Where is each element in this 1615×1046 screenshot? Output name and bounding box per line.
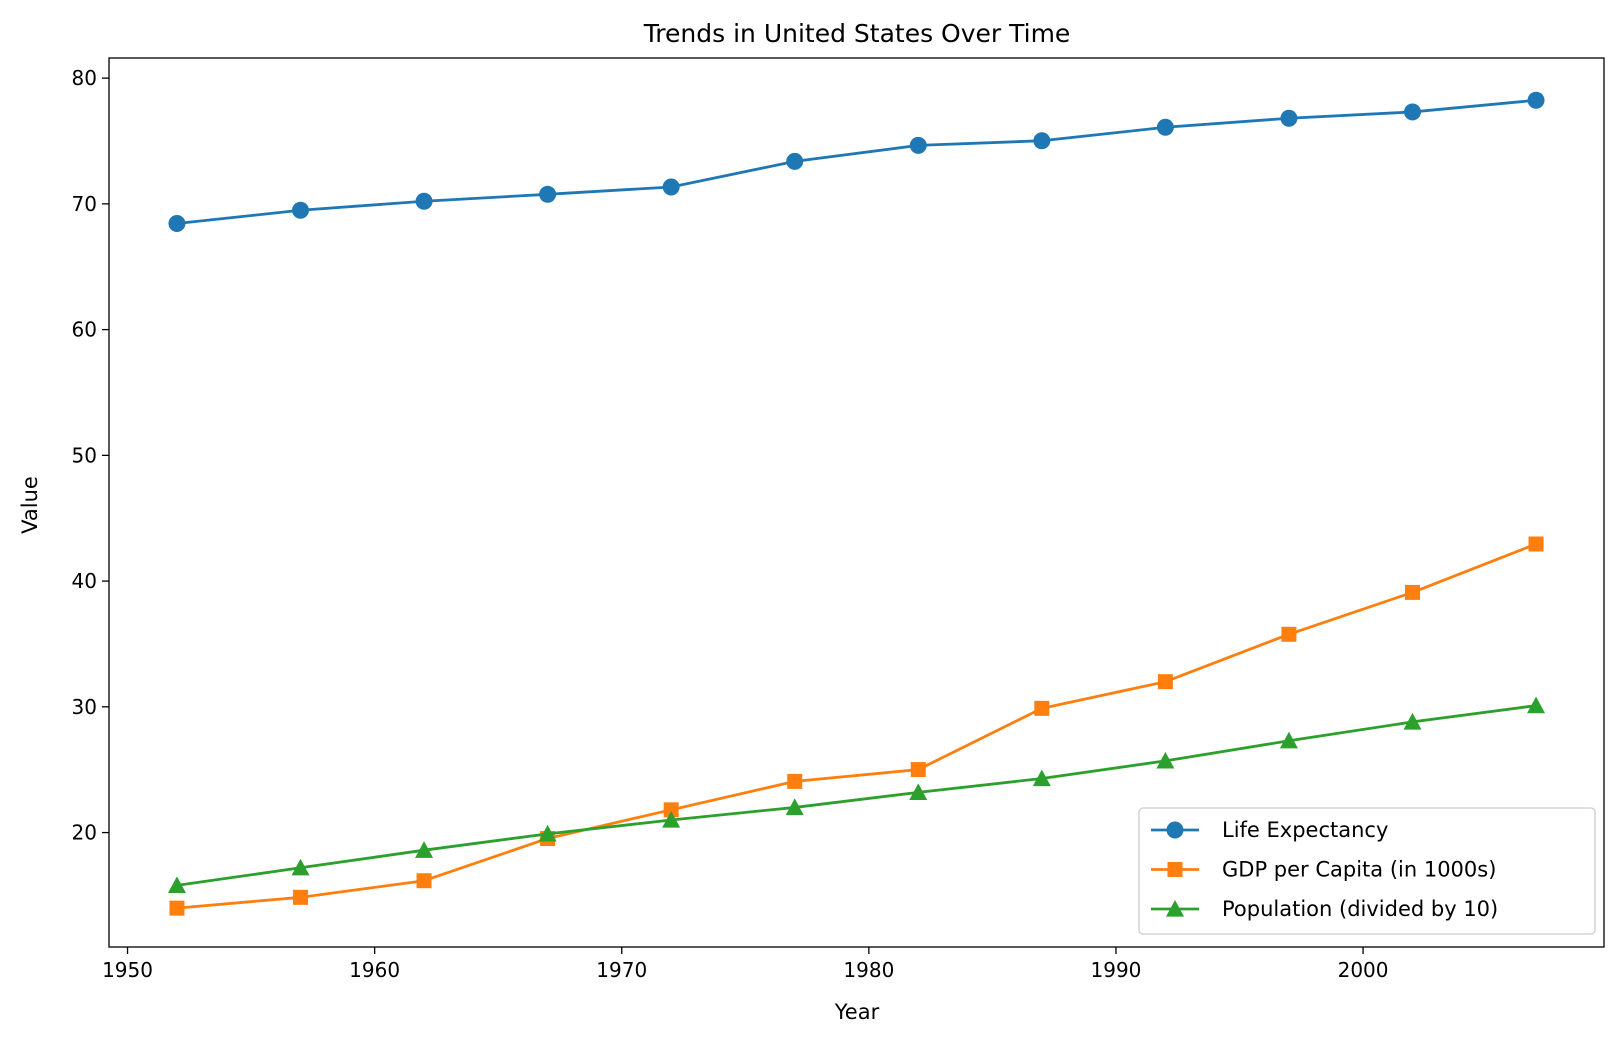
data-point	[1527, 91, 1545, 109]
y-tick-label: 80	[72, 66, 97, 90]
series-line	[176, 704, 1537, 887]
data-point	[1404, 584, 1420, 600]
data-point	[1033, 132, 1051, 150]
data-point	[662, 811, 681, 828]
legend-item: Population (divided by 10)	[1151, 897, 1498, 921]
x-tick-label: 2000	[1338, 958, 1389, 982]
data-point	[538, 824, 557, 842]
series-line	[176, 98, 1537, 225]
data-point	[786, 152, 804, 170]
x-tick-label: 1960	[349, 958, 400, 982]
data-point	[909, 136, 927, 154]
legend-marker	[1166, 821, 1184, 839]
legend-label: GDP per Capita (in 1000s)	[1222, 858, 1496, 882]
data-point	[662, 178, 680, 196]
y-axis-label: Value	[18, 476, 42, 534]
legend-item: GDP per Capita (in 1000s)	[1151, 858, 1496, 882]
legend-label: Life Expectancy	[1222, 818, 1388, 842]
x-axis: 1950 1960 1970 1980 1990 2000	[102, 947, 1389, 982]
data-point	[168, 214, 186, 232]
data-point	[910, 762, 926, 778]
data-point	[909, 783, 928, 800]
data-point	[415, 192, 433, 210]
data-point	[291, 858, 310, 876]
y-tick-label: 50	[72, 443, 97, 467]
legend-marker	[1167, 862, 1183, 877]
legend-item: Life Expectancy	[1151, 818, 1388, 842]
x-tick-label: 1970	[596, 958, 647, 982]
data-point	[1034, 700, 1050, 716]
legend-marker	[1166, 900, 1184, 917]
chart-title: Trends in United States Over Time	[643, 19, 1071, 48]
data-point	[785, 798, 804, 816]
data-point	[539, 185, 557, 203]
data-point	[1156, 118, 1174, 136]
legend-label: Population (divided by 10)	[1222, 897, 1498, 921]
data-point	[663, 802, 679, 818]
series-line	[176, 542, 1537, 910]
x-tick-label: 1990	[1091, 958, 1142, 982]
legend-box	[1138, 807, 1596, 935]
data-point	[1527, 696, 1546, 714]
data-point	[787, 773, 803, 789]
data-point	[167, 876, 186, 894]
data-point	[1157, 674, 1173, 690]
y-tick-label: 60	[72, 318, 97, 342]
series-layer	[167, 91, 1546, 916]
data-point	[1156, 751, 1175, 769]
data-point	[1403, 103, 1421, 121]
data-point	[1528, 536, 1544, 552]
data-point	[293, 889, 309, 905]
y-axis: 20 30 40 50 60 70 80	[72, 66, 109, 845]
plot-area: 1950 1960 1970 1980 1990 2000 20 30 40 50 60 70 80	[72, 57, 1605, 982]
data-point	[415, 841, 434, 858]
y-tick-label: 70	[72, 192, 97, 216]
data-point	[292, 201, 310, 219]
data-point	[1279, 731, 1298, 749]
data-point	[1281, 626, 1297, 642]
data-point	[416, 873, 432, 889]
data-point	[1280, 109, 1298, 127]
x-tick-label: 1980	[843, 958, 894, 982]
y-tick-label: 40	[72, 569, 97, 593]
x-axis-label: Year	[834, 1000, 880, 1024]
data-point	[1032, 769, 1051, 787]
series-circle	[168, 91, 1545, 232]
legend: Life Expectancy GDP per Capita (in 1000s)…	[1138, 807, 1596, 935]
y-tick-label: 30	[72, 695, 97, 719]
x-tick-label: 1950	[102, 958, 153, 982]
data-point	[1403, 712, 1422, 730]
y-tick-label: 20	[72, 821, 97, 845]
plot-frame	[108, 57, 1605, 948]
data-point	[169, 900, 185, 916]
series-triangle	[167, 696, 1546, 894]
